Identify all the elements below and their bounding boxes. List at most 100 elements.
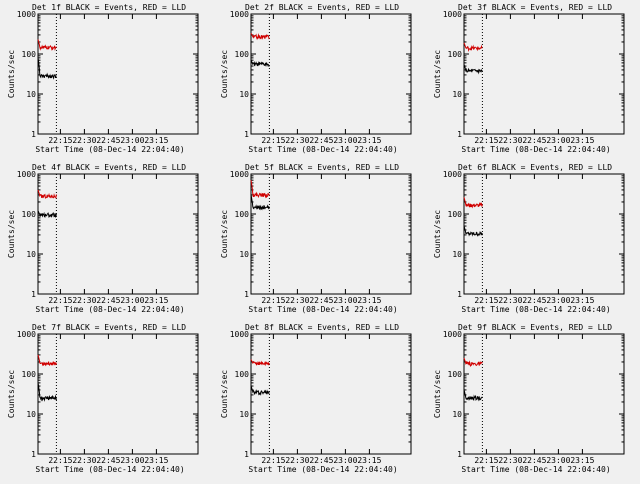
panel-det-8: Det 8f BLACK = Events, RED = LLD 1 10 100 10…	[213, 320, 413, 480]
series-lld-line	[250, 180, 270, 199]
chart-title: Det 5f BLACK = Events, RED = LLD	[245, 163, 399, 172]
y-tick-label: 10	[26, 250, 36, 259]
series-lld-line	[250, 359, 270, 367]
panel-det-9: Det 9f BLACK = Events, RED = LLD 1 10 100 10…	[426, 320, 626, 480]
x-tick-label: 23:00	[333, 296, 357, 305]
series-lld-line	[37, 189, 57, 200]
y-tick-label: 1	[457, 130, 462, 139]
chart-title: Det 7f BLACK = Events, RED = LLD	[32, 323, 186, 332]
series-lld-line	[463, 357, 483, 368]
y-tick-label: 1000	[443, 10, 462, 19]
series-lld-line	[37, 39, 57, 51]
y-axis-label: Counts/sec	[7, 370, 16, 418]
y-axis-label: Counts/sec	[433, 210, 442, 258]
x-axis-label: Start Time (08-Dec-14 22:04:40)	[461, 465, 610, 474]
x-tick-label: 22:15	[474, 136, 498, 145]
y-tick-label: 10	[239, 250, 249, 259]
x-tick-label: 22:15	[474, 296, 498, 305]
chart-title: Det 2f BLACK = Events, RED = LLD	[245, 3, 399, 12]
x-tick-label: 22:45	[309, 456, 333, 465]
y-tick-label: 100	[448, 50, 463, 59]
series-events-line	[37, 210, 57, 218]
series-events-line	[250, 194, 270, 211]
y-tick-label: 1000	[17, 170, 36, 179]
x-tick-label: 23:00	[546, 296, 570, 305]
panel-det-6: Det 6f BLACK = Events, RED = LLD 1 10 100 10…	[426, 160, 626, 320]
x-tick-label: 22:45	[96, 456, 120, 465]
x-tick-label: 23:15	[144, 456, 168, 465]
panel-det-5: Det 5f BLACK = Events, RED = LLD 1 10 100 10…	[213, 160, 413, 320]
plot-frame	[250, 173, 412, 295]
x-tick-label: 22:30	[498, 296, 522, 305]
x-tick-label: 23:00	[120, 296, 144, 305]
x-tick-label: 23:15	[570, 456, 594, 465]
panel-det-3: Det 3f BLACK = Events, RED = LLD 1 10 100 10…	[426, 0, 626, 160]
y-tick-label: 1	[244, 450, 249, 459]
series-lld-line	[463, 197, 483, 209]
y-tick-label: 1	[457, 450, 462, 459]
x-tick-label: 23:15	[357, 136, 381, 145]
y-tick-label: 10	[452, 410, 462, 419]
y-axis-label: Counts/sec	[433, 370, 442, 418]
y-tick-label: 1000	[17, 330, 36, 339]
x-tick-label: 22:30	[285, 296, 309, 305]
y-tick-label: 1000	[443, 330, 462, 339]
y-tick-label: 100	[22, 50, 37, 59]
y-tick-label: 1000	[17, 10, 36, 19]
panel-det-4: Det 4f BLACK = Events, RED = LLD 1 10 100 10…	[0, 160, 200, 320]
y-tick-label: 100	[235, 210, 250, 219]
series-lld-line	[463, 42, 483, 53]
x-tick-label: 23:15	[144, 296, 168, 305]
y-axis-label: Counts/sec	[7, 50, 16, 98]
x-axis-label: Start Time (08-Dec-14 22:04:40)	[35, 465, 184, 474]
plot-frame	[37, 13, 199, 135]
x-tick-label: 22:30	[72, 296, 96, 305]
y-tick-label: 10	[452, 90, 462, 99]
y-tick-label: 1	[31, 290, 36, 299]
x-axis-label: Start Time (08-Dec-14 22:04:40)	[248, 465, 397, 474]
plot-frame	[250, 333, 412, 455]
x-tick-label: 22:30	[498, 456, 522, 465]
y-tick-label: 100	[448, 210, 463, 219]
x-tick-label: 23:15	[357, 296, 381, 305]
y-tick-label: 1000	[230, 10, 249, 19]
series-events-line	[463, 225, 483, 237]
chart-title: Det 3f BLACK = Events, RED = LLD	[458, 3, 612, 12]
chart-title: Det 4f BLACK = Events, RED = LLD	[32, 163, 186, 172]
y-axis-label: Counts/sec	[433, 50, 442, 98]
y-axis-label: Counts/sec	[220, 370, 229, 418]
series-lld-line	[37, 354, 57, 367]
y-tick-label: 100	[235, 50, 250, 59]
y-tick-label: 1	[244, 290, 249, 299]
plot-frame	[463, 173, 625, 295]
x-axis-label: Start Time (08-Dec-14 22:04:40)	[248, 145, 397, 154]
x-tick-label: 23:00	[546, 456, 570, 465]
chart-title: Det 8f BLACK = Events, RED = LLD	[245, 323, 399, 332]
x-tick-label: 22:15	[48, 136, 72, 145]
x-tick-label: 22:30	[498, 136, 522, 145]
y-tick-label: 1000	[230, 170, 249, 179]
y-tick-label: 1	[31, 130, 36, 139]
y-axis-label: Counts/sec	[220, 210, 229, 258]
chart-det-5: Det 5f BLACK = Events, RED = LLD 1 10 100 10…	[220, 163, 412, 314]
chart-title: Det 6f BLACK = Events, RED = LLD	[458, 163, 612, 172]
panel-det-2: Det 2f BLACK = Events, RED = LLD 1 10 100 10…	[213, 0, 413, 160]
y-tick-label: 1	[244, 130, 249, 139]
y-tick-label: 100	[235, 370, 250, 379]
y-tick-label: 1	[457, 290, 462, 299]
y-axis-label: Counts/sec	[220, 50, 229, 98]
y-tick-label: 10	[26, 410, 36, 419]
x-axis-label: Start Time (08-Dec-14 22:04:40)	[35, 145, 184, 154]
y-tick-label: 1000	[443, 170, 462, 179]
y-tick-label: 10	[452, 250, 462, 259]
plot-frame	[463, 13, 625, 135]
x-axis-label: Start Time (08-Dec-14 22:04:40)	[461, 305, 610, 314]
series-events-line	[250, 59, 270, 68]
y-tick-label: 10	[239, 90, 249, 99]
panel-det-7: Det 7f BLACK = Events, RED = LLD 1 10 100 10…	[0, 320, 200, 480]
x-tick-label: 22:30	[285, 136, 309, 145]
series-events-line	[37, 57, 57, 80]
x-tick-label: 22:30	[72, 456, 96, 465]
x-tick-label: 23:00	[546, 136, 570, 145]
